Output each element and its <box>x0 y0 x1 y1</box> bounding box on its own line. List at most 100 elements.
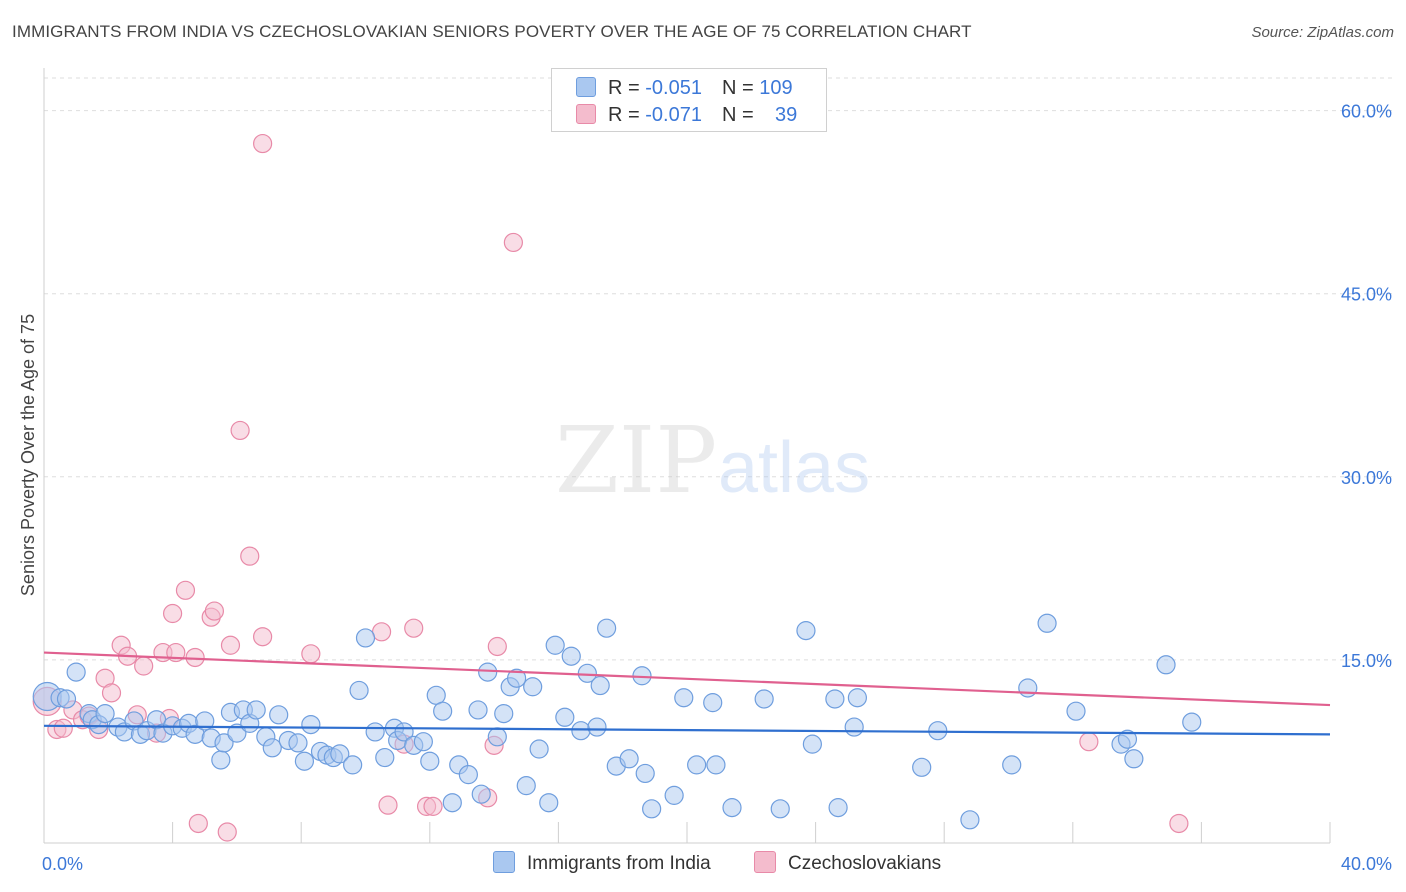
india-point <box>619 749 639 769</box>
india-point <box>1066 701 1086 721</box>
source-label: Source: ZipAtlas.com <box>1251 24 1394 41</box>
czech-point <box>503 232 523 253</box>
india-point <box>754 689 774 709</box>
legend-label-czech: Czechoslovakians <box>788 853 942 874</box>
india-point <box>722 798 742 818</box>
india-point <box>413 732 433 752</box>
india-point <box>420 751 440 771</box>
india-point <box>545 635 565 655</box>
india-point <box>571 721 591 741</box>
czech-point <box>253 627 273 647</box>
czech-point <box>101 683 122 703</box>
india-point <box>494 704 514 724</box>
legend-swatch-india-bottom <box>493 851 515 873</box>
india-point <box>1182 712 1202 732</box>
india-point <box>375 747 395 768</box>
india-point <box>269 705 289 725</box>
india-point <box>561 646 581 666</box>
czech-point <box>240 546 260 566</box>
czech-point <box>1169 813 1189 834</box>
legend-swatch-india <box>576 77 596 97</box>
india-point <box>706 755 726 775</box>
india-point <box>642 799 662 819</box>
czech-point <box>134 656 154 676</box>
india-point <box>56 689 77 709</box>
r-value-india: -0.051 <box>645 77 702 99</box>
czech-point <box>371 622 392 642</box>
india-point <box>1156 655 1176 675</box>
india-point <box>471 784 491 804</box>
india-point <box>468 700 488 720</box>
india-point <box>301 714 321 735</box>
india-point <box>227 723 247 743</box>
india-point <box>288 733 308 753</box>
czech-point <box>423 796 443 816</box>
legend-row-czech: R = -0.071 N = 39 <box>576 104 797 127</box>
india-point <box>912 757 932 777</box>
y-tick-label: 60.0% <box>1341 102 1392 122</box>
tick-labels: 15.0% 30.0% 45.0% 60.0% 0.0% 40.0% <box>42 102 1392 874</box>
india-point <box>847 688 867 708</box>
india-point <box>828 798 848 818</box>
india-point <box>95 704 115 724</box>
india-point <box>555 707 575 727</box>
legend-item-czech: Czechoslovakians <box>754 851 941 875</box>
trend-lines <box>43 651 1331 736</box>
legend-row-india: R = -0.051 N = 109 <box>576 77 793 100</box>
czech-point <box>487 636 507 657</box>
india-point <box>1037 613 1057 633</box>
czech-point <box>230 420 250 441</box>
india-point <box>825 689 845 709</box>
india-point <box>211 750 231 770</box>
gridlines <box>44 77 1392 661</box>
r-label: R = <box>608 104 646 126</box>
india-point <box>442 793 462 813</box>
india-point <box>516 776 536 796</box>
watermark-atlas: atlas <box>718 428 870 508</box>
czech-point <box>163 603 183 624</box>
czech-point <box>1079 732 1099 752</box>
n-label: N = <box>721 104 760 126</box>
india-point <box>539 793 559 813</box>
india-point <box>770 799 790 819</box>
india-point <box>195 711 215 731</box>
legend-label-india: Immigrants from India <box>527 853 711 874</box>
czech-point <box>217 822 237 842</box>
watermark: ZIP atlas <box>555 407 870 514</box>
india-point <box>664 785 684 805</box>
india-point <box>587 717 607 737</box>
india-trend-line <box>43 724 1331 736</box>
india-point <box>349 680 369 701</box>
y-tick-label: 45.0% <box>1341 285 1392 305</box>
india-point <box>703 693 723 713</box>
india-point <box>214 733 234 753</box>
india-point <box>433 701 453 721</box>
czech-trend-line <box>43 651 1331 707</box>
india-point <box>66 662 86 682</box>
r-value-czech: -0.071 <box>645 104 702 126</box>
n-value-india: 109 <box>759 77 793 99</box>
czech-point <box>53 718 73 738</box>
n-label: N = <box>721 77 760 99</box>
india-point <box>1124 749 1144 769</box>
series-immigrants-from-india <box>32 613 1202 830</box>
india-point <box>529 739 549 759</box>
india-point <box>687 755 707 775</box>
czech-point <box>175 580 196 600</box>
czech-point <box>404 618 424 638</box>
india-point <box>796 621 816 641</box>
india-point <box>355 628 376 648</box>
y-tick-label: 15.0% <box>1341 651 1392 671</box>
india-point <box>1002 755 1022 775</box>
r-label: R = <box>608 77 646 99</box>
czech-point <box>188 813 208 834</box>
india-point <box>590 675 610 696</box>
india-point <box>1117 729 1138 749</box>
india-point <box>330 744 350 764</box>
x-tick-label: 0.0% <box>42 854 83 874</box>
india-point <box>507 668 527 688</box>
czech-point <box>253 133 273 154</box>
india-point <box>844 717 864 737</box>
czech-point <box>204 601 224 621</box>
